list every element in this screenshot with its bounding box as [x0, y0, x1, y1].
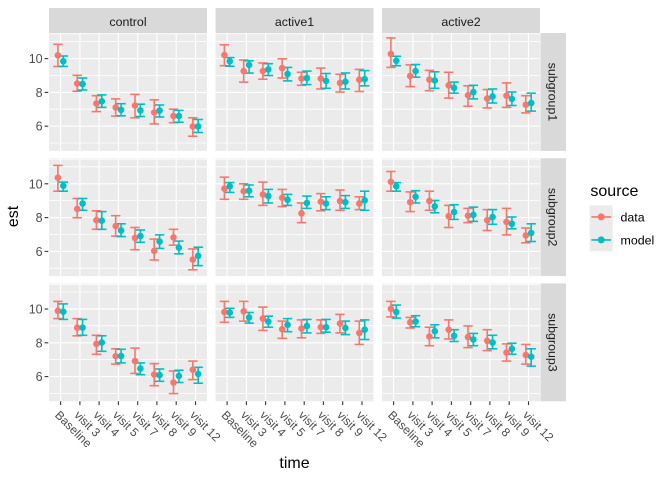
svg-text:source: source	[590, 183, 638, 200]
svg-text:subgroup3: subgroup3	[546, 313, 560, 372]
svg-text:8: 8	[36, 211, 43, 225]
svg-text:time: time	[279, 455, 309, 472]
svg-text:data: data	[621, 211, 645, 225]
svg-text:8: 8	[36, 86, 43, 100]
svg-text:control: control	[109, 15, 146, 29]
svg-text:10: 10	[29, 303, 43, 317]
svg-text:6: 6	[36, 245, 43, 259]
svg-text:10: 10	[29, 177, 43, 191]
svg-text:10: 10	[29, 52, 43, 66]
svg-text:subgroup2: subgroup2	[546, 188, 560, 247]
svg-text:8: 8	[36, 336, 43, 350]
svg-text:est: est	[5, 205, 22, 227]
svg-text:6: 6	[36, 370, 43, 384]
svg-text:6: 6	[36, 120, 43, 134]
svg-text:subgroup1: subgroup1	[546, 63, 560, 122]
svg-text:model: model	[621, 234, 655, 248]
svg-text:active2: active2	[441, 15, 480, 29]
svg-text:active1: active1	[275, 15, 314, 29]
